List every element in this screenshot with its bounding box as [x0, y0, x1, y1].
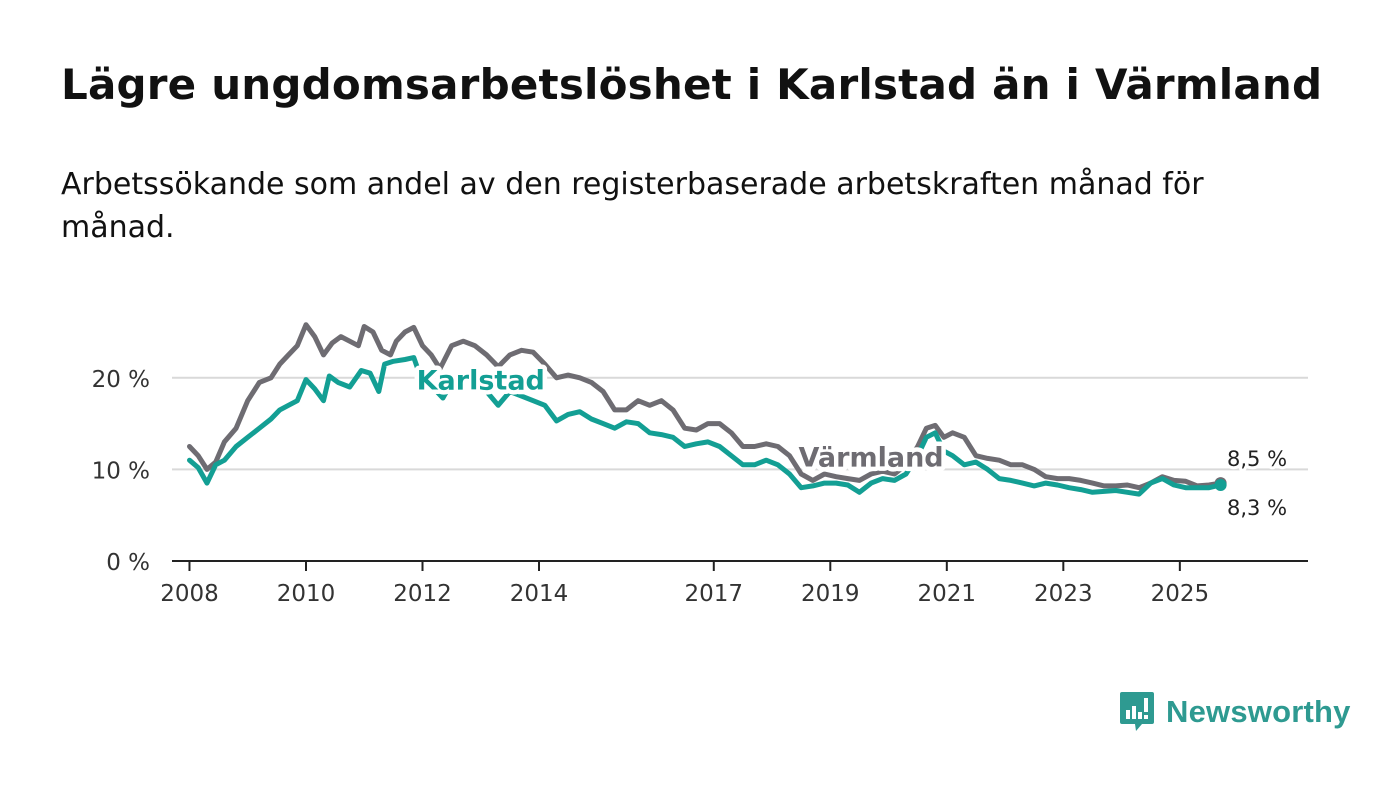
- newsworthy-logo-text: Newsworthy: [1166, 694, 1351, 729]
- series-label-varmland: Värmland: [799, 443, 944, 474]
- y-tick-label: 10 %: [92, 458, 150, 484]
- grid-layer: [172, 376, 1308, 471]
- end-label-karlstad-halo: 8,3 %: [1227, 496, 1287, 520]
- series-label-varmland-halo: Värmland: [799, 443, 944, 474]
- series-label-karlstad-halo: Karlstad: [417, 366, 545, 397]
- chart-subtitle: Arbetssökande som andel av den registerb…: [61, 167, 1204, 245]
- series-layer: [187, 322, 1227, 497]
- end-label-varmland: 8,5 %: [1227, 447, 1287, 471]
- end-label-karlstad: 8,3 %: [1227, 496, 1287, 520]
- x-tick-label: 2025: [1151, 581, 1210, 607]
- x-tick-label: 2017: [685, 581, 744, 607]
- newsworthy-logo-icon: [1120, 692, 1154, 731]
- series-line-värmland: [187, 322, 1224, 491]
- x-tick-label: 2019: [801, 581, 860, 607]
- y-tick-label: 0 %: [106, 550, 150, 576]
- series-label-karlstad: Karlstad: [417, 366, 545, 397]
- x-tick-label: 2010: [277, 581, 336, 607]
- end-label-varmland-halo: 8,5 %: [1227, 447, 1287, 471]
- x-tick-label: 2014: [510, 581, 569, 607]
- series-line-karlstad: [187, 355, 1224, 497]
- x-tick-label: 2012: [393, 581, 452, 607]
- x-tick-label: 2008: [160, 581, 219, 607]
- axis-layer: 0 % 10 % 20 % 2008 2010 2012 2014 2017 2019 2021 2…: [92, 367, 1308, 607]
- y-tick-label: 20 %: [92, 367, 150, 393]
- end-point-karlstad: [1214, 478, 1227, 491]
- x-tick-label: 2023: [1034, 581, 1093, 607]
- newsworthy-logo[interactable]: Newsworthy: [1118, 690, 1351, 734]
- chart-title: Lägre ungdomsarbetslöshet i Karlstad än …: [61, 60, 1323, 109]
- x-tick-label: 2021: [918, 581, 977, 607]
